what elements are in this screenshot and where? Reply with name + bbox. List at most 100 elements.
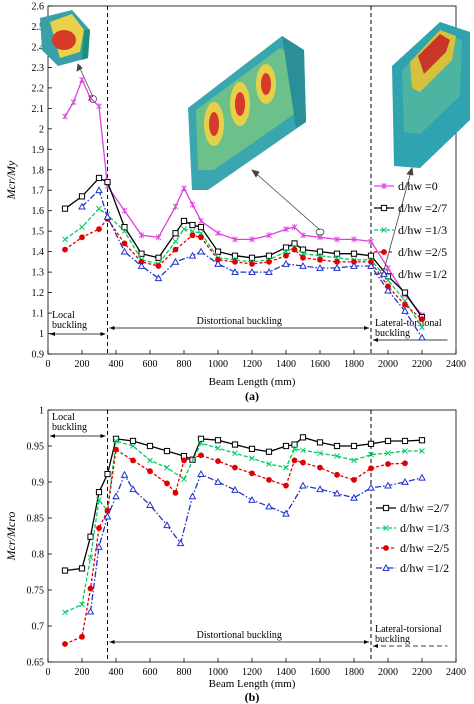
data-point (113, 438, 119, 444)
region-label-lateral-line2: buckling (375, 328, 410, 339)
data-point (334, 471, 340, 478)
data-point (419, 316, 425, 323)
data-point (176, 539, 185, 547)
data-point (121, 207, 128, 214)
legend-marker (381, 227, 387, 233)
data-point (419, 324, 425, 331)
region-dividers-b (107, 410, 372, 662)
data-point (198, 234, 204, 241)
y-tick-label: 2.2 (32, 83, 45, 94)
panel-label-a: (a) (245, 389, 259, 403)
data-point (103, 512, 112, 520)
data-point (231, 268, 239, 276)
data-point (317, 464, 323, 471)
data-point (299, 434, 307, 441)
data-point (79, 224, 85, 230)
y-tick-label: 0.75 (27, 586, 45, 597)
region-arrowhead (100, 332, 106, 336)
data-point (248, 495, 256, 503)
data-point (95, 542, 103, 550)
data-point (130, 443, 136, 449)
data-point (283, 226, 289, 233)
data-point (282, 442, 290, 450)
data-point (299, 246, 307, 253)
data-point (350, 442, 358, 450)
y-tick-label: 0.85 (27, 514, 45, 525)
data-point (62, 236, 68, 243)
legend-label: d/hw =1/3 (398, 223, 447, 237)
data-point (87, 585, 94, 592)
y-tick-label: 1.9 (32, 145, 45, 156)
region-label-local-line2: buckling (52, 320, 87, 331)
data-point (62, 113, 68, 120)
data-point (198, 217, 204, 224)
x-axis-label-b: Beam Length (mm) (209, 678, 296, 690)
region-arrowhead (50, 434, 55, 438)
data-point (130, 457, 136, 464)
y-tick-label: 1.8 (32, 165, 45, 176)
data-point (103, 212, 112, 220)
data-point (171, 257, 180, 265)
x-tick-label: 400 (109, 359, 124, 370)
y-tick-label: 2.4 (32, 42, 45, 53)
data-point (79, 234, 85, 241)
data-point (232, 258, 238, 265)
data-point (282, 259, 290, 267)
legend-marker (382, 563, 390, 571)
series-dot (62, 446, 408, 647)
data-point (368, 465, 374, 472)
region-arrowhead (109, 640, 115, 644)
data-point (181, 476, 187, 482)
data-point (87, 533, 94, 540)
data-point (231, 441, 239, 448)
data-point (368, 238, 374, 245)
legend-a: d/hw =0 d/hw =2/7 d/hw =1/3 d/hw =2/5 d/hw =… (374, 179, 447, 281)
region-label-local-line2: buckling (52, 422, 87, 433)
data-point (214, 259, 222, 267)
data-point (96, 525, 102, 531)
data-point (163, 447, 171, 455)
x-tick-label: 0 (46, 667, 51, 678)
data-point (367, 483, 375, 491)
x-tick-label: 2200 (412, 359, 432, 370)
legend-label: d/hw =1/2 (400, 561, 449, 575)
data-point (334, 254, 340, 261)
data-point (249, 261, 255, 267)
legend-marker (381, 249, 387, 255)
x-tick-label: 2200 (412, 667, 432, 678)
legend-label: d/hw =2/7 (398, 201, 447, 215)
data-point (283, 248, 289, 255)
y-tick-label: 2 (39, 124, 44, 135)
data-point (154, 274, 163, 282)
panel-a: 0.9 1 1.1 1.2 1.3 1.4 1.5 1.6 1.7 1.8 1.9 2 2.1 2.2 2.… (4, 2, 470, 403)
region-arrowhead (50, 332, 55, 336)
data-point (385, 450, 391, 457)
data-point (96, 226, 102, 233)
series-line (89, 473, 423, 612)
data-point (172, 230, 179, 237)
data-point (180, 217, 188, 225)
data-point (291, 457, 298, 464)
data-point (299, 261, 307, 269)
data-point (384, 481, 392, 489)
x-tick-label: 1800 (344, 667, 364, 678)
data-point (249, 455, 255, 462)
data-point (164, 480, 170, 487)
x-tick-label: 1600 (310, 667, 330, 678)
data-point (282, 509, 290, 517)
legend-label: d/hw =2/5 (400, 541, 449, 555)
region-label-lateral: Lateral-torsional (375, 624, 442, 635)
data-point (316, 263, 324, 271)
data-point (232, 464, 238, 471)
data-point (87, 554, 94, 561)
y-tick-labels-b: 0.65 0.7 0.75 0.8 0.85 0.9 0.95 1 (27, 406, 52, 669)
x-tick-label: 2400 (446, 667, 466, 678)
data-point (62, 641, 68, 647)
series-triangle (78, 186, 426, 341)
data-point (214, 437, 222, 444)
data-point (147, 457, 153, 464)
data-point (367, 252, 375, 259)
data-point (418, 437, 426, 444)
data-point (283, 252, 289, 259)
